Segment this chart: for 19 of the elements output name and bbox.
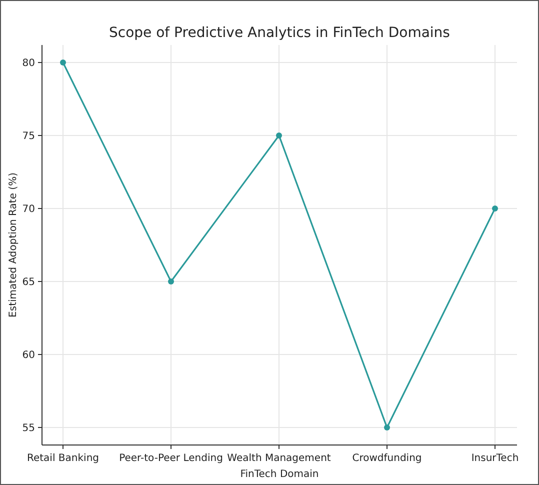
point (384, 424, 390, 430)
x-tick-label: Peer-to-Peer Lending (119, 453, 223, 464)
y-tick-label: 55 (22, 422, 35, 434)
point (276, 132, 282, 139)
y-tick-label: 75 (22, 131, 35, 142)
y-tick-label: 70 (22, 204, 35, 216)
point (168, 278, 174, 284)
y-tick-label: 65 (22, 276, 35, 288)
x-axis-title: FinTech Domain (240, 469, 319, 480)
chart-title: Scope of Predictive Analytics in FinTech Domains (109, 25, 450, 41)
point (60, 60, 66, 66)
point (492, 206, 498, 212)
x-tick-label: Wealth Management (227, 453, 331, 464)
x-tick-label: Retail Banking (26, 453, 100, 464)
y-axis-title: Estimated Adoption Rate (%) (8, 172, 19, 318)
y-tick-label: 80 (22, 58, 35, 70)
x-tick-label: InsurTech (471, 453, 519, 464)
y-tick-label: 60 (22, 350, 35, 361)
x-tick-label: Crowdfunding (352, 453, 422, 464)
